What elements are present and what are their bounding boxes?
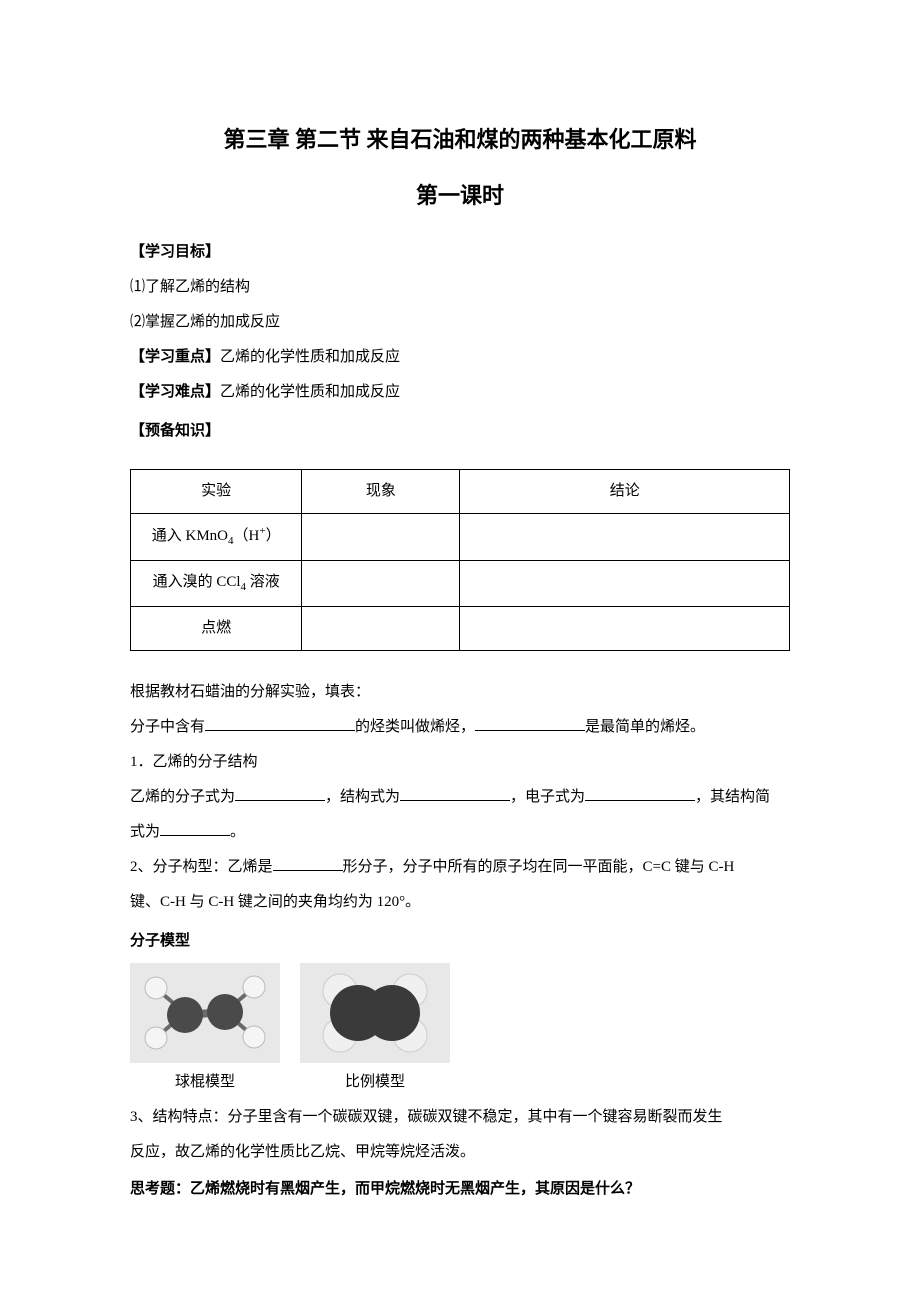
shape-1: 2、分子构型：乙烯是 bbox=[130, 859, 273, 875]
model-label-1: 球棍模型 bbox=[130, 1069, 280, 1096]
model-labels: 球棍模型 比例模型 bbox=[130, 1069, 790, 1096]
struct-4: ，其结构简 bbox=[695, 789, 770, 805]
row1-paren: （H bbox=[234, 528, 260, 544]
experiment-table: 实验 现象 结论 通入 KMnO4（H+） 通入溴的 CCl4 溶液 点燃 bbox=[130, 469, 790, 651]
chapter-title: 第三章 第二节 来自石油和煤的两种基本化工原料 bbox=[130, 120, 790, 160]
feature-line-2: 反应，故乙烯的化学性质比乙烷、甲烷等烷烃活泼。 bbox=[130, 1139, 790, 1166]
lesson-title: 第一课时 bbox=[130, 176, 790, 216]
row2-pre: 通入溴的 CCl bbox=[153, 574, 241, 590]
fill-intro: 根据教材石蜡油的分解实验，填表： bbox=[130, 679, 790, 706]
struct-3: ，电子式为 bbox=[510, 789, 585, 805]
difficulty-text: 乙烯的化学性质和加成反应 bbox=[220, 384, 400, 400]
key-label: 【学习重点】 bbox=[130, 349, 220, 365]
shape-line-2: 键、C-H 与 C-H 键之间的夹角均约为 120°。 bbox=[130, 889, 790, 916]
cell-exp-2: 通入溴的 CCl4 溶液 bbox=[131, 560, 302, 606]
cell-phenom-3 bbox=[302, 606, 460, 650]
space-filling-model bbox=[300, 963, 450, 1063]
cell-concl-1 bbox=[460, 514, 790, 561]
shape-2: 形分子，分子中所有的原子均在同一平面能，C=C 键与 C-H bbox=[343, 859, 735, 875]
table-header-row: 实验 现象 结论 bbox=[131, 470, 790, 514]
blank-shape bbox=[273, 856, 343, 871]
blank-molecular bbox=[235, 786, 325, 801]
objective-1: ⑴了解乙烯的结构 bbox=[130, 274, 790, 301]
row2-end: 溶液 bbox=[246, 574, 280, 590]
table-row: 通入 KMnO4（H+） bbox=[131, 514, 790, 561]
model-section: 分子模型 bbox=[130, 928, 790, 1096]
def-2: 的烃类叫做烯烃， bbox=[355, 719, 475, 735]
space-filling-svg bbox=[300, 963, 450, 1063]
model-heading: 分子模型 bbox=[130, 928, 790, 955]
model-row bbox=[130, 963, 790, 1063]
key-text: 乙烯的化学性质和加成反应 bbox=[220, 349, 400, 365]
struct-heading: 1．乙烯的分子结构 bbox=[130, 749, 790, 776]
th-conclusion: 结论 bbox=[460, 470, 790, 514]
def-3: 是最简单的烯烃。 bbox=[585, 719, 705, 735]
table-row: 点燃 bbox=[131, 606, 790, 650]
def-1: 分子中含有 bbox=[130, 719, 205, 735]
shape-line-1: 2、分子构型：乙烯是 形分子，分子中所有的原子均在同一平面能，C=C 键与 C-H bbox=[130, 854, 790, 881]
row1-pre: 通入 KMnO bbox=[152, 528, 228, 544]
blank-condensed bbox=[160, 821, 230, 836]
objectives-label: 【学习目标】 bbox=[130, 239, 790, 266]
cell-exp-3: 点燃 bbox=[131, 606, 302, 650]
difficulty-point: 【学习难点】乙烯的化学性质和加成反应 bbox=[130, 379, 790, 406]
struct-line-2: 式为 。 bbox=[130, 819, 790, 846]
blank-def-1 bbox=[205, 716, 355, 731]
prep-label: 【预备知识】 bbox=[130, 418, 790, 445]
cell-phenom-2 bbox=[302, 560, 460, 606]
objective-2: ⑵掌握乙烯的加成反应 bbox=[130, 309, 790, 336]
struct-5: 式为 bbox=[130, 824, 160, 840]
th-phenomenon: 现象 bbox=[302, 470, 460, 514]
struct-2: ，结构式为 bbox=[325, 789, 400, 805]
struct-1: 乙烯的分子式为 bbox=[130, 789, 235, 805]
ball-stick-svg bbox=[130, 963, 280, 1063]
definition-line: 分子中含有 的烃类叫做烯烃， 是最简单的烯烃。 bbox=[130, 714, 790, 741]
blank-electron bbox=[585, 786, 695, 801]
blank-def-2 bbox=[475, 716, 585, 731]
ball-stick-model bbox=[130, 963, 280, 1063]
cell-exp-1: 通入 KMnO4（H+） bbox=[131, 514, 302, 561]
cell-concl-2 bbox=[460, 560, 790, 606]
key-point: 【学习重点】乙烯的化学性质和加成反应 bbox=[130, 344, 790, 371]
cell-concl-3 bbox=[460, 606, 790, 650]
feature-line-1: 3、结构特点：分子里含有一个碳碳双键，碳碳双键不稳定，其中有一个键容易断裂而发生 bbox=[130, 1104, 790, 1131]
row1-end: ） bbox=[266, 528, 281, 544]
table-row: 通入溴的 CCl4 溶液 bbox=[131, 560, 790, 606]
cell-phenom-1 bbox=[302, 514, 460, 561]
model-label-2: 比例模型 bbox=[300, 1069, 450, 1096]
difficulty-label: 【学习难点】 bbox=[130, 384, 220, 400]
blank-structural bbox=[400, 786, 510, 801]
th-experiment: 实验 bbox=[131, 470, 302, 514]
think-question: 思考题：乙烯燃烧时有黑烟产生，而甲烷燃烧时无黑烟产生，其原因是什么？ bbox=[130, 1176, 790, 1203]
struct-6: 。 bbox=[230, 824, 245, 840]
struct-line-1: 乙烯的分子式为 ，结构式为 ，电子式为 ，其结构简 bbox=[130, 784, 790, 811]
